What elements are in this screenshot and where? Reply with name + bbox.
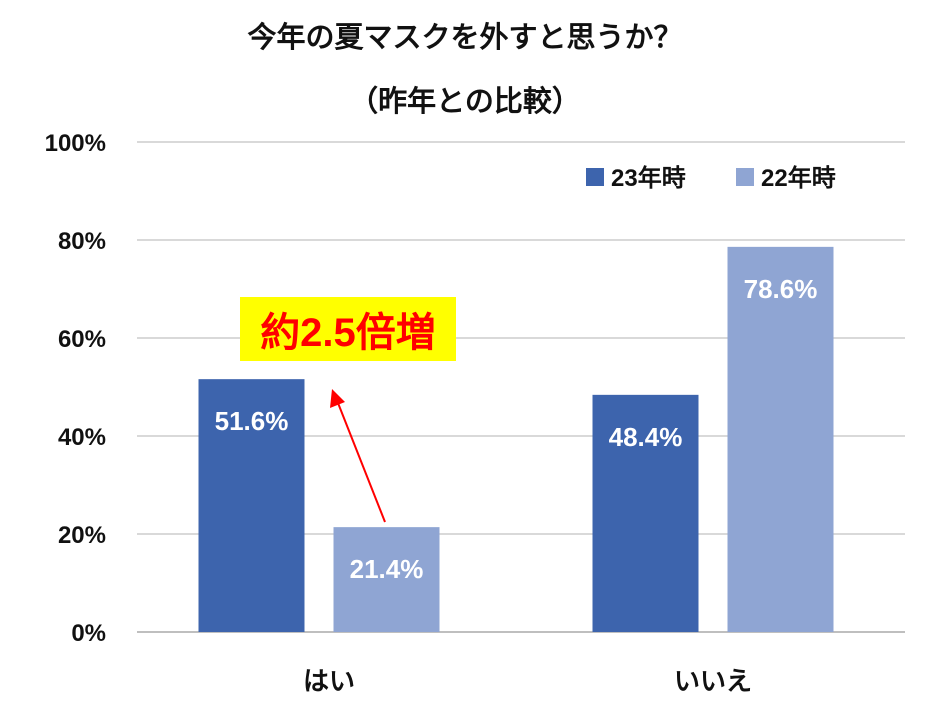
data-label: 51.6% <box>215 406 289 436</box>
legend-swatch <box>736 168 754 186</box>
y-tick-label: 0% <box>71 620 106 647</box>
bar <box>333 527 440 632</box>
legend-label: 22年時 <box>761 164 836 192</box>
bar <box>198 379 305 632</box>
y-tick-label: 40% <box>58 424 106 451</box>
chart-title: 今年の夏マスクを外すと思うか？ <box>247 20 683 54</box>
data-label: 48.4% <box>609 422 683 452</box>
chart-subtitle: （昨年との比較） <box>349 84 581 118</box>
annotation-highlight <box>240 297 456 361</box>
annotation-arrow <box>337 402 386 523</box>
x-tick-label: いいえ <box>674 666 752 696</box>
annotation-text: 約2.5倍増 <box>260 311 436 355</box>
data-label: 78.6% <box>744 274 818 304</box>
y-tick-label: 20% <box>58 522 106 549</box>
bar <box>727 246 834 633</box>
legend-swatch <box>586 168 604 186</box>
y-tick-label: 80% <box>58 228 106 255</box>
legend-label: 23年時 <box>611 164 686 192</box>
arrowhead-icon <box>330 389 345 408</box>
bar <box>592 394 699 632</box>
x-tick-label: はい <box>303 666 355 696</box>
y-tick-label: 100% <box>45 130 106 157</box>
data-label: 21.4% <box>350 554 424 584</box>
y-tick-label: 60% <box>58 326 106 353</box>
